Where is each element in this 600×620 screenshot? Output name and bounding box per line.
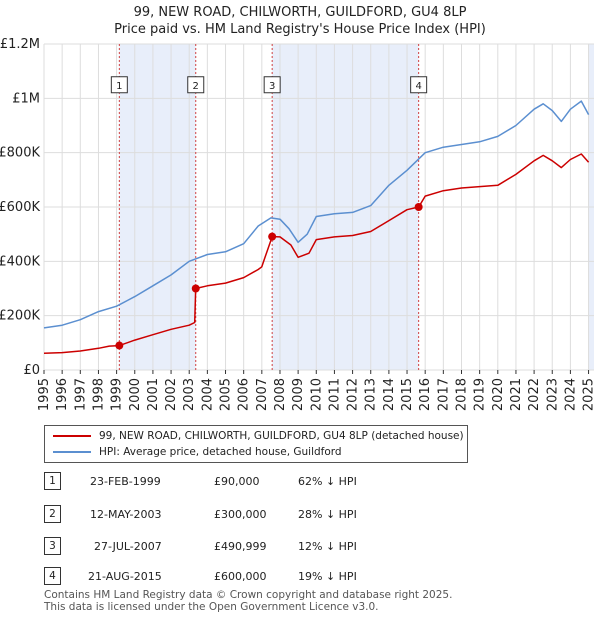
chart-legend: 99, NEW ROAD, CHILWORTH, GUILDFORD, GU4 … (44, 425, 468, 463)
sale-date: 21-AUG-2015 (88, 570, 162, 583)
legend-item-property: 99, NEW ROAD, CHILWORTH, GUILDFORD, GU4 … (53, 428, 464, 444)
x-tick-label: 2006 (237, 378, 252, 411)
x-tick-label: 2020 (491, 378, 506, 411)
sale-price: £300,000 (214, 508, 267, 521)
sale-point (115, 341, 124, 350)
sale-date: 12-MAY-2003 (90, 508, 162, 521)
x-tick-label: 2010 (309, 378, 324, 411)
sale-hpi-diff: 62% ↓ HPI (298, 475, 357, 488)
legend-line-property (53, 435, 91, 437)
footer-line-licence: This data is licensed under the Open Gov… (44, 601, 379, 613)
sale-number-box (410, 76, 428, 94)
x-tick-label: 2016 (418, 378, 433, 411)
sale-point (414, 203, 423, 211)
x-tick-label: 2005 (219, 378, 234, 411)
x-tick-label: 1997 (73, 378, 88, 411)
chart-subtitle: Price paid vs. HM Land Registry's House … (114, 22, 486, 37)
x-tick-label: 2019 (473, 378, 488, 411)
x-tick-label: 2000 (128, 378, 143, 411)
x-tick-label: 2015 (400, 378, 415, 411)
sale-date: 23-FEB-1999 (90, 475, 161, 488)
sale-number-box (110, 76, 128, 94)
sale-date: 27-JUL-2007 (94, 540, 162, 553)
legend-label-property: 99, NEW ROAD, CHILWORTH, GUILDFORD, GU4 … (99, 430, 464, 442)
legend-item-hpi: HPI: Average price, detached house, Guil… (53, 444, 342, 460)
property-series-line (43, 153, 590, 354)
table-row: 3 27-JUL-2007 £490,999 12% ↓ HPI (36, 537, 466, 557)
sale-number-box (187, 76, 205, 94)
x-tick-label: 1998 (91, 378, 106, 411)
sale-number-badge: 1 (44, 472, 61, 490)
sale-number-label: 1 (116, 81, 122, 92)
x-tick-label: 2011 (327, 378, 342, 411)
sale-number-label: 2 (193, 81, 199, 92)
chart-title: 99, NEW ROAD, CHILWORTH, GUILDFORD, GU4 … (134, 5, 467, 20)
x-tick-label: 2004 (200, 378, 215, 411)
sale-point (191, 284, 200, 293)
x-tick-label: 1996 (55, 378, 70, 411)
x-tick-label: 1995 (37, 378, 52, 411)
sale-hpi-diff: 19% ↓ HPI (298, 570, 357, 583)
x-tick-label: 2023 (545, 378, 560, 411)
table-row: 1 23-FEB-1999 £90,000 62% ↓ HPI (36, 472, 466, 492)
x-tick-label: 2012 (346, 378, 361, 411)
x-tick-label: 2022 (527, 378, 542, 411)
sale-number-badge: 2 (44, 505, 61, 523)
sale-number-badge: 4 (44, 567, 61, 585)
x-tick-label: 2002 (164, 378, 179, 411)
hpi-series-line (43, 100, 590, 329)
y-tick-label: £800K (0, 146, 40, 161)
x-tick-label: 2021 (509, 378, 524, 411)
sale-number-label: 3 (269, 81, 275, 92)
price-chart: 99, NEW ROAD, CHILWORTH, GUILDFORD, GU4 … (0, 5, 597, 411)
x-tick-label: 2003 (182, 378, 197, 411)
footer-line-copyright: Contains HM Land Registry data © Crown c… (44, 589, 453, 601)
x-tick-label: 1999 (110, 378, 125, 411)
sale-price: £90,000 (214, 475, 260, 488)
footer-attribution: Contains HM Land Registry data © Crown c… (44, 589, 452, 613)
sale-hpi-diff: 28% ↓ HPI (298, 508, 357, 521)
sale-point (268, 232, 277, 241)
x-tick-label: 2013 (364, 378, 379, 411)
y-tick-label: £600K (0, 200, 40, 215)
x-tick-label: 2025 (582, 378, 597, 411)
x-tick-label: 2008 (273, 378, 288, 411)
x-tick-label: 2007 (255, 378, 270, 411)
y-tick-label: £1.2M (0, 37, 40, 52)
table-row: 4 21-AUG-2015 £600,000 19% ↓ HPI (36, 567, 466, 587)
y-tick-label: £1M (12, 91, 40, 106)
legend-label-hpi: HPI: Average price, detached house, Guil… (99, 446, 342, 458)
x-tick-label: 2017 (436, 378, 451, 411)
x-tick-label: 2018 (454, 378, 469, 411)
sale-price: £490,999 (214, 540, 267, 553)
sale-number-box (263, 76, 281, 94)
y-tick-label: £0 (23, 363, 40, 378)
x-tick-label: 2001 (146, 378, 161, 411)
x-tick-label: 2009 (291, 378, 306, 411)
x-tick-label: 2014 (382, 378, 397, 411)
sale-hpi-diff: 12% ↓ HPI (298, 540, 357, 553)
y-tick-label: £200K (0, 309, 40, 324)
sale-number-label: 4 (415, 81, 421, 92)
table-row: 2 12-MAY-2003 £300,000 28% ↓ HPI (36, 505, 466, 525)
legend-line-hpi (53, 451, 91, 453)
sale-number-badge: 3 (44, 537, 61, 555)
y-tick-label: £400K (0, 254, 40, 269)
x-tick-label: 2024 (563, 378, 578, 411)
sale-price: £600,000 (214, 570, 267, 583)
